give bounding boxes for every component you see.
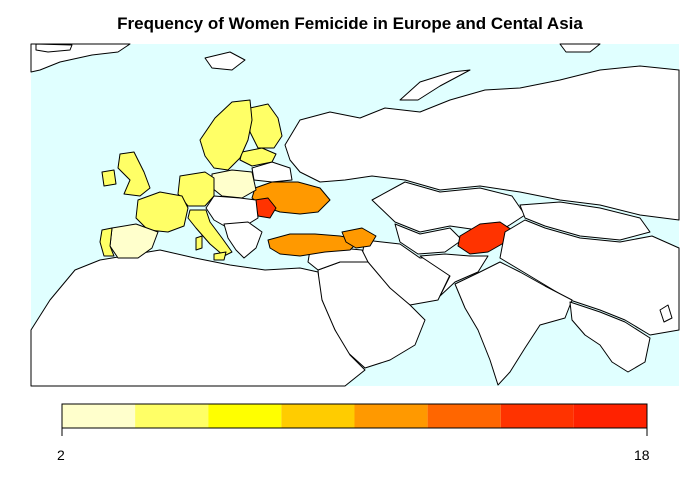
region-italy — [187, 209, 233, 257]
region-finland — [249, 103, 283, 149]
land-africa — [30, 249, 366, 387]
land-novaya-zemlya — [399, 69, 471, 101]
region-tajikistan — [457, 221, 516, 255]
map-title: Frequency of Women Femicide in Europe an… — [117, 14, 583, 33]
land-balkans — [223, 221, 263, 259]
color-bin — [427, 404, 501, 428]
color-bin — [62, 404, 136, 428]
land-taiwan — [659, 304, 673, 323]
region-poland — [211, 169, 257, 199]
region-caucasus — [341, 227, 377, 249]
scale-min-label: 2 — [57, 447, 65, 463]
color-bin — [281, 404, 355, 428]
land-india — [454, 261, 573, 386]
region-scandinavia — [199, 99, 253, 171]
region-uk — [117, 151, 151, 197]
land-russia — [284, 65, 680, 221]
color-scale — [61, 403, 648, 429]
color-bin — [354, 404, 428, 428]
scale-max-label: 18 — [634, 447, 650, 463]
color-scale-frame — [61, 403, 648, 429]
land-kazakhstan — [371, 181, 526, 233]
color-bin — [500, 404, 574, 428]
region-turkey — [267, 233, 361, 257]
land-islands-med — [195, 235, 203, 251]
land-mongolia — [519, 201, 651, 241]
land-china — [499, 219, 680, 336]
land-siberian-islands — [559, 43, 601, 53]
land-iceland — [35, 43, 73, 53]
land-afghanistan — [419, 253, 489, 297]
land-uzbek-turkmen — [394, 223, 463, 255]
color-bin — [135, 404, 209, 428]
region-portugal — [99, 227, 115, 257]
land-sicily — [213, 251, 227, 261]
color-bin — [208, 404, 282, 428]
land-arctic-islands — [204, 51, 246, 71]
color-bin — [573, 404, 647, 428]
region-ireland — [101, 169, 117, 187]
land-se-asia — [569, 301, 651, 373]
region-france — [135, 191, 189, 233]
